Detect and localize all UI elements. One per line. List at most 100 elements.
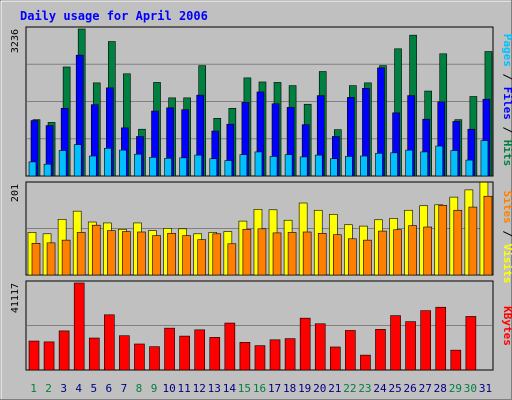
day-label-10: 10	[162, 382, 175, 395]
bar-kbytes-day-19	[299, 317, 311, 371]
day-label-7: 7	[121, 382, 128, 395]
bar-kbytes-day-21	[329, 346, 341, 371]
day-label-11: 11	[178, 382, 191, 395]
bar-kbytes-day-15	[239, 342, 251, 371]
day-label-30: 30	[464, 382, 477, 395]
bar-kbytes-day-24	[375, 329, 386, 371]
legend-hits: Hits	[501, 140, 512, 167]
bar-sites-day-24	[378, 230, 387, 276]
bar-sites-day-1	[31, 243, 41, 276]
y-max-label: 3236	[10, 29, 21, 53]
day-label-8: 8	[136, 382, 143, 395]
bar-pages-day-26	[405, 149, 413, 177]
day-label-16: 16	[253, 382, 266, 395]
y-max-label: 201	[10, 184, 21, 202]
bar-pages-day-20	[314, 154, 323, 177]
bar-pages-day-11	[179, 157, 187, 177]
bar-kbytes-day-3	[58, 330, 70, 371]
bar-sites-day-9	[152, 235, 161, 276]
day-label-12: 12	[193, 382, 206, 395]
bar-pages-day-7	[119, 149, 127, 177]
bar-pages-day-12	[194, 154, 203, 177]
bar-sites-day-29	[453, 209, 463, 276]
bar-pages-day-19	[299, 156, 308, 177]
bar-sites-day-11	[182, 235, 191, 276]
day-label-15: 15	[238, 382, 251, 395]
bar-sites-day-27	[423, 226, 432, 276]
chart-panels: 3236 201 41117	[10, 26, 494, 371]
bar-sites-day-25	[393, 229, 402, 276]
bar-kbytes-day-16	[254, 345, 266, 371]
bar-sites-day-21	[332, 234, 342, 276]
bar-pages-day-6	[104, 147, 112, 177]
bar-kbytes-day-7	[119, 335, 130, 371]
bar-pages-day-27	[420, 151, 428, 177]
bar-sites-day-20	[317, 233, 327, 276]
bar-kbytes-day-25	[390, 315, 401, 371]
day-label-31: 31	[479, 382, 492, 395]
bar-kbytes-day-1	[28, 340, 40, 371]
bar-pages-day-17	[269, 156, 278, 177]
bar-pages-day-30	[465, 159, 474, 177]
bar-kbytes-day-29	[450, 349, 462, 371]
bar-sites-day-18	[287, 232, 297, 276]
day-label-4: 4	[75, 382, 82, 395]
bar-sites-day-3	[61, 239, 71, 276]
bar-sites-day-5	[91, 224, 101, 276]
bar-sites-day-30	[468, 206, 478, 276]
bar-sites-day-26	[408, 225, 417, 276]
svg-text:KBytes: KBytes	[501, 306, 512, 346]
bar-kbytes-day-10	[164, 327, 175, 371]
bar-kbytes-day-14	[224, 322, 236, 371]
bar-kbytes-day-8	[134, 343, 145, 371]
day-label-19: 19	[298, 382, 311, 395]
bar-sites-day-31	[483, 195, 493, 276]
bar-sites-day-4	[76, 232, 86, 276]
bar-sites-day-7	[122, 231, 131, 276]
bar-kbytes-day-4	[73, 282, 85, 371]
bar-sites-day-12	[197, 239, 207, 276]
bar-pages-day-21	[329, 158, 338, 177]
bar-kbytes-day-12	[194, 329, 206, 371]
svg-text:Pages / Files / Hits: Pages / Files / Hits	[501, 34, 512, 167]
day-label-22: 22	[343, 382, 356, 395]
bar-kbytes-day-9	[149, 346, 160, 371]
legend-hits-files-pages: Pages / Files / Hits	[501, 34, 512, 167]
y-max-label: 41117	[10, 283, 21, 313]
bar-sites-day-2	[46, 242, 56, 276]
day-label-23: 23	[358, 382, 371, 395]
bar-sites-day-28	[438, 204, 448, 276]
bar-pages-day-15	[239, 154, 248, 177]
bar-pages-day-10	[164, 157, 172, 177]
bar-kbytes-day-30	[465, 316, 477, 371]
bar-sites-day-13	[212, 233, 222, 276]
day-label-9: 9	[151, 382, 158, 395]
bar-sites-day-15	[242, 228, 252, 276]
bar-kbytes-day-27	[420, 310, 431, 371]
chart-title: Daily usage for April 2006	[20, 9, 208, 23]
bar-pages-day-4	[73, 144, 82, 177]
panel-hits-files-pages: 3236	[10, 26, 494, 177]
day-label-13: 13	[208, 382, 221, 395]
bar-pages-day-14	[224, 160, 233, 177]
bar-kbytes-day-28	[435, 306, 447, 371]
bar-sites-day-23	[363, 239, 372, 276]
bar-pages-day-8	[134, 153, 142, 177]
legend-sites: Sites	[501, 191, 512, 224]
day-label-29: 29	[449, 382, 462, 395]
x-axis-day-labels: 1 2 3 4 5 6 7 8 9 10 11 12 13 14 15 16 17 18 19 20 21 22 23 24 2…	[30, 382, 492, 395]
day-label-14: 14	[223, 382, 237, 395]
day-label-6: 6	[106, 382, 113, 395]
legend-visits: Visits	[501, 244, 512, 284]
bar-kbytes-day-18	[284, 338, 296, 371]
bar-kbytes-day-26	[405, 321, 416, 371]
bar-pages-day-1	[28, 161, 37, 177]
bar-sites-day-10	[167, 233, 176, 276]
bar-pages-day-29	[450, 150, 459, 177]
bar-sites-day-6	[107, 230, 116, 276]
legend-visits-sites: Sites / Visits	[501, 191, 512, 284]
bar-pages-day-3	[58, 150, 67, 177]
day-label-2: 2	[45, 382, 52, 395]
bar-sites-day-14	[227, 243, 237, 276]
bar-kbytes-day-20	[314, 323, 326, 371]
